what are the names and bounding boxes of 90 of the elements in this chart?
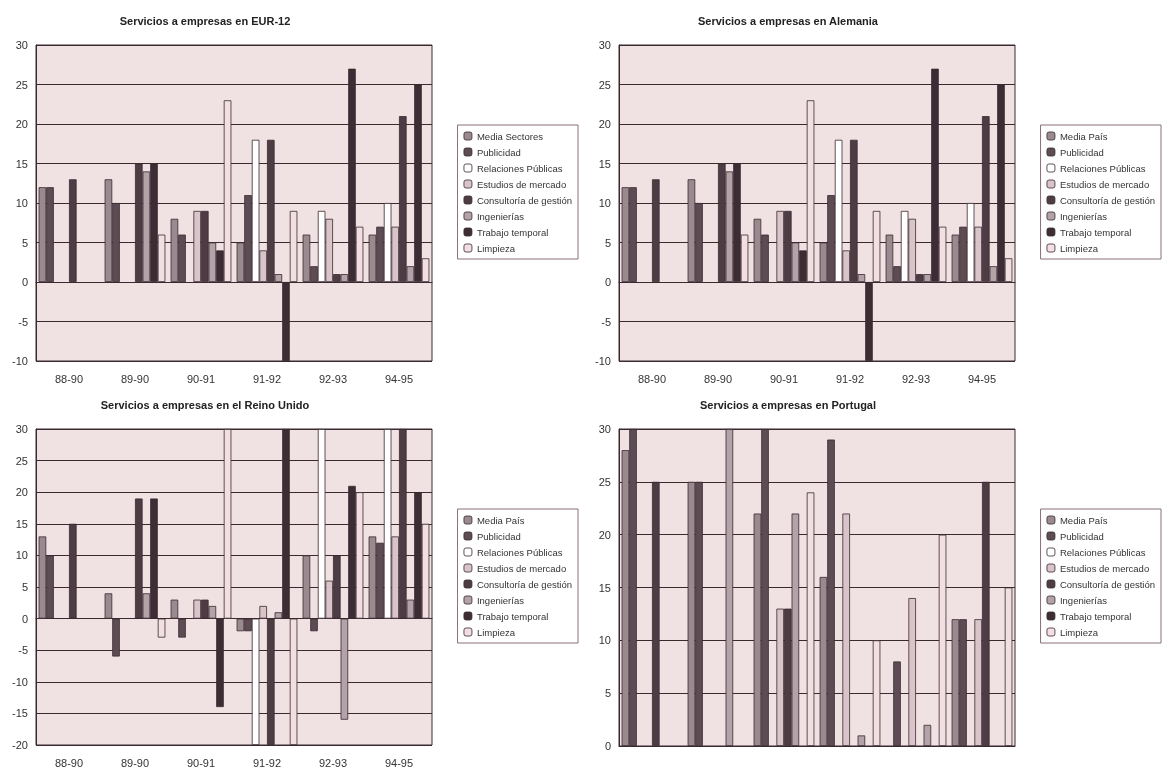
x-tick-label: 89-90	[703, 372, 733, 385]
y-tick-label: 0	[604, 740, 611, 752]
y-tick-label: 25	[15, 78, 28, 91]
y-tick-label: 5	[21, 581, 28, 593]
legend-label: Consultoría de gestión	[1059, 578, 1155, 590]
legend-label: Ingenierías	[476, 210, 525, 222]
legend-label: Trabajo temporal	[476, 610, 549, 622]
y-tick-label: 20	[15, 118, 28, 130]
chart-title: Servicios a empresas en Alemania	[698, 14, 879, 27]
x-tick-label: 92-93	[318, 756, 348, 768]
legend-label: Limpieza	[476, 242, 516, 254]
y-tick-label: 15	[15, 157, 28, 170]
legend-label: Publicidad	[1059, 146, 1104, 158]
legend-label: Relaciones Públicas	[476, 162, 563, 174]
legend-label: Relaciones Públicas	[1059, 162, 1146, 174]
x-tick-label: 90-91	[186, 756, 216, 768]
legend-label: Publicidad	[476, 530, 521, 542]
x-tick-label: 94-95	[384, 756, 414, 768]
y-tick-label: 15	[15, 517, 28, 530]
legend-label: Limpieza	[1059, 626, 1099, 638]
legend-label: Consultoría de gestión	[476, 194, 572, 206]
y-tick-label: 30	[598, 39, 611, 51]
y-tick-label: 30	[598, 423, 611, 435]
chart-title: Servicios a empresas en Portugal	[699, 398, 877, 411]
y-tick-label: -5	[18, 315, 28, 328]
legend-label: Estudios de mercado	[1059, 562, 1150, 574]
legend-label: Media País	[1059, 130, 1108, 142]
x-tick-label: 91-92	[252, 372, 282, 385]
legend-label: Relaciones Públicas	[1059, 546, 1146, 558]
legend-label: Ingenierías	[476, 594, 525, 606]
legend-label: Estudios de mercado	[1059, 178, 1150, 190]
y-tick-label: 20	[598, 528, 611, 541]
legend-label: Estudios de mercado	[476, 562, 567, 574]
x-tick-label: 88-90	[54, 756, 84, 768]
legend-label: Trabajo temporal	[1059, 610, 1132, 622]
x-tick-label: 88-90	[637, 372, 667, 385]
x-tick-label: 92-93	[901, 372, 931, 385]
legend-label: Publicidad	[1059, 530, 1104, 542]
legend-label: Media País	[1059, 514, 1108, 526]
y-tick-label: -10	[12, 675, 28, 688]
y-tick-label: 10	[598, 634, 611, 647]
y-tick-label: -10	[595, 355, 611, 367]
y-tick-label: 5	[604, 236, 611, 249]
legend-label: Publicidad	[476, 146, 521, 158]
x-tick-label: 92-93	[318, 372, 348, 385]
y-tick-label: 0	[21, 276, 28, 288]
y-tick-label: -5	[601, 315, 611, 328]
y-tick-label: -5	[18, 644, 28, 657]
y-tick-label: 10	[15, 549, 28, 562]
y-tick-label: -10	[12, 355, 28, 367]
x-tick-label: 90-91	[769, 372, 799, 385]
chart-title: Servicios a empresas en el Reino Unido	[100, 398, 310, 411]
legend-label: Estudios de mercado	[476, 178, 567, 190]
x-tick-label: 90-91	[186, 372, 216, 385]
y-tick-label: 25	[598, 475, 611, 488]
legend-label: Ingenierías	[1059, 210, 1108, 222]
x-tick-label: 89-90	[120, 756, 150, 768]
x-tick-label: 88-90	[54, 372, 84, 385]
x-tick-label: 91-92	[835, 372, 865, 385]
chart-title: Servicios a empresas en EUR-12	[119, 14, 291, 27]
legend-label: Media Sectores	[476, 130, 544, 142]
legend-label: Trabajo temporal	[476, 226, 549, 238]
y-tick-label: 5	[21, 236, 28, 249]
y-tick-label: 0	[604, 276, 611, 288]
y-tick-label: 0	[21, 612, 28, 625]
x-tick-label: 94-95	[967, 372, 997, 385]
legend-label: Ingenierías	[1059, 594, 1108, 606]
y-tick-label: 30	[15, 423, 28, 435]
y-tick-label: -15	[12, 707, 28, 720]
y-tick-label: 15	[598, 581, 611, 594]
y-tick-label: 25	[15, 454, 28, 467]
x-tick-label: 91-92	[252, 756, 282, 768]
y-tick-label: 25	[598, 78, 611, 91]
y-tick-label: 20	[598, 118, 611, 130]
y-tick-label: 10	[598, 197, 611, 209]
legend-label: Media País	[476, 514, 525, 526]
legend-label: Relaciones Públicas	[476, 546, 563, 558]
legend-label: Consultoría de gestión	[476, 578, 572, 590]
y-tick-label: 15	[598, 157, 611, 170]
y-tick-label: 30	[15, 39, 28, 51]
legend-label: Limpieza	[476, 626, 516, 638]
x-tick-label: 94-95	[384, 372, 414, 385]
y-tick-label: -20	[12, 739, 28, 751]
y-tick-label: 20	[15, 486, 28, 499]
legend-label: Trabajo temporal	[1059, 226, 1132, 238]
legend-label: Consultoría de gestión	[1059, 194, 1155, 206]
x-tick-label: 89-90	[120, 372, 150, 385]
legend-label: Limpieza	[1059, 242, 1099, 254]
y-tick-label: 10	[15, 197, 28, 209]
y-tick-label: 5	[604, 687, 611, 700]
